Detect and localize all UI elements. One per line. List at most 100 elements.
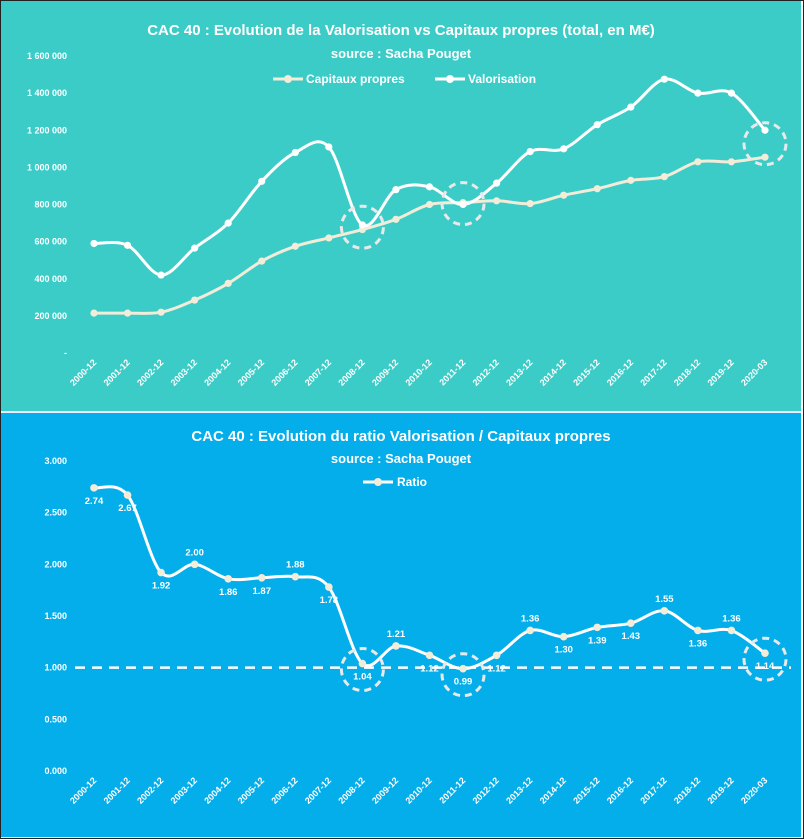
- x-tick-label: 2003-12: [169, 775, 199, 805]
- y-tick-label: 800 000: [34, 200, 67, 210]
- legend-label-capitaux: Capitaux propres: [306, 72, 405, 86]
- data-point: [157, 568, 165, 577]
- data-point: [157, 308, 165, 316]
- data-point: [459, 664, 467, 673]
- data-label: 1.04: [353, 672, 372, 683]
- x-tick-label: 2013-12: [504, 775, 534, 805]
- chart-1-highlights: [339, 121, 788, 250]
- x-tick-label: 2017-12: [638, 775, 668, 805]
- data-point: [660, 75, 668, 83]
- data-point: [727, 158, 736, 166]
- data-point: [727, 89, 736, 97]
- x-tick-label: 2006-12: [269, 775, 299, 805]
- data-point: [627, 176, 635, 184]
- y-tick-label: 200 000: [34, 311, 67, 321]
- chart-2-y-axis: 0.000 0.500 1.000 1.500 2.000 2.500 3.000: [44, 456, 67, 776]
- chart-ratio: CAC 40 : Evolution du ratio Valorisation…: [1, 413, 801, 837]
- chart-2-data-labels: 2.74 2.67 1.92 2.00 1.86 1.87 1.88 1.78 1.04 1.21…: [85, 496, 775, 688]
- data-point: [90, 484, 98, 492]
- data-point: [694, 626, 702, 635]
- chart-2-subtitle: source : Sacha Pouget: [331, 451, 472, 466]
- data-point: [627, 619, 635, 628]
- x-tick-label: 2012-12: [471, 775, 501, 805]
- x-tick-label: 2007-12: [303, 357, 333, 387]
- data-point: [291, 242, 299, 250]
- x-tick-label: 2016-12: [605, 357, 635, 387]
- data-label: 2.67: [118, 503, 137, 514]
- data-point: [392, 215, 400, 223]
- chart-1-x-axis: 2000-12 2001-12 2002-12 2003-12 2004-12 2005-…: [68, 357, 769, 387]
- data-label: 0.99: [454, 677, 473, 688]
- chart-1-title: CAC 40 : Evolution de la Valorisation vs…: [147, 22, 655, 39]
- data-point: [90, 309, 98, 317]
- x-tick-label: 2001-12: [102, 357, 132, 387]
- data-point: [224, 279, 232, 287]
- x-tick-label: 2019-12: [705, 357, 735, 387]
- x-tick-label: 2006-12: [269, 357, 299, 387]
- data-point: [90, 239, 98, 248]
- data-point: [123, 241, 132, 249]
- data-label: 1.36: [521, 613, 540, 624]
- data-point: [593, 185, 601, 193]
- data-point: [459, 200, 467, 209]
- highlight-circle: [440, 181, 486, 227]
- data-label: 1.92: [152, 581, 171, 592]
- data-point: [660, 607, 669, 615]
- data-point: [761, 153, 769, 161]
- data-label: 1.14: [756, 661, 775, 672]
- data-point: [761, 649, 769, 657]
- data-point: [392, 186, 400, 194]
- legend-label-ratio: Ratio: [397, 475, 427, 489]
- data-point: [325, 143, 333, 151]
- data-point: [224, 575, 232, 583]
- data-point: [526, 626, 534, 635]
- data-point: [660, 173, 668, 181]
- y-tick-label: -: [64, 348, 67, 358]
- x-tick-label: 2020-03: [739, 357, 769, 387]
- x-tick-label: 2005-12: [236, 357, 266, 387]
- highlight-circle: [742, 636, 788, 682]
- x-tick-label: 2014-12: [538, 775, 568, 805]
- data-point: [291, 148, 299, 157]
- chart-2-highlights: [339, 636, 788, 698]
- data-point: [526, 199, 534, 208]
- data-point: [593, 623, 602, 632]
- data-label: 2.74: [85, 496, 104, 507]
- data-point: [224, 219, 232, 227]
- data-label: 1.36: [722, 613, 741, 624]
- chart-1-subtitle: source : Sacha Pouget: [331, 46, 472, 61]
- x-tick-label: 2009-12: [370, 357, 400, 387]
- data-point: [258, 177, 266, 185]
- y-tick-label: 1 200 000: [27, 125, 67, 135]
- data-point: [560, 191, 568, 199]
- x-tick-label: 2001-12: [102, 775, 132, 805]
- x-tick-label: 2016-12: [605, 775, 635, 805]
- data-point: [492, 651, 501, 660]
- data-point: [425, 651, 434, 660]
- data-point: [493, 179, 501, 187]
- data-point: [258, 257, 266, 265]
- y-tick-label: 400 000: [34, 274, 67, 284]
- data-label: 1.30: [554, 645, 573, 656]
- data-point: [727, 626, 736, 635]
- data-point: [291, 572, 300, 581]
- data-point: [560, 145, 568, 153]
- data-point: [425, 200, 434, 209]
- data-label: 1.12: [420, 663, 439, 674]
- y-tick-label: 1.000: [44, 663, 67, 673]
- x-tick-label: 2008-12: [336, 775, 366, 805]
- series-line-ratio: [93, 485, 766, 671]
- data-label: 1.78: [320, 595, 339, 606]
- data-label: 1.55: [655, 594, 674, 605]
- x-tick-label: 2018-12: [672, 775, 702, 805]
- y-tick-label: 2.000: [44, 559, 67, 569]
- legend-marker-valorisation: [446, 75, 454, 83]
- y-tick-label: 1 400 000: [27, 88, 67, 98]
- y-tick-label: 2.500: [44, 508, 67, 518]
- data-point: [627, 103, 635, 111]
- data-point: [493, 197, 501, 205]
- x-tick-label: 2014-12: [538, 357, 568, 387]
- x-tick-label: 2000-12: [68, 775, 98, 805]
- data-point: [559, 632, 568, 641]
- x-tick-label: 2018-12: [672, 357, 702, 387]
